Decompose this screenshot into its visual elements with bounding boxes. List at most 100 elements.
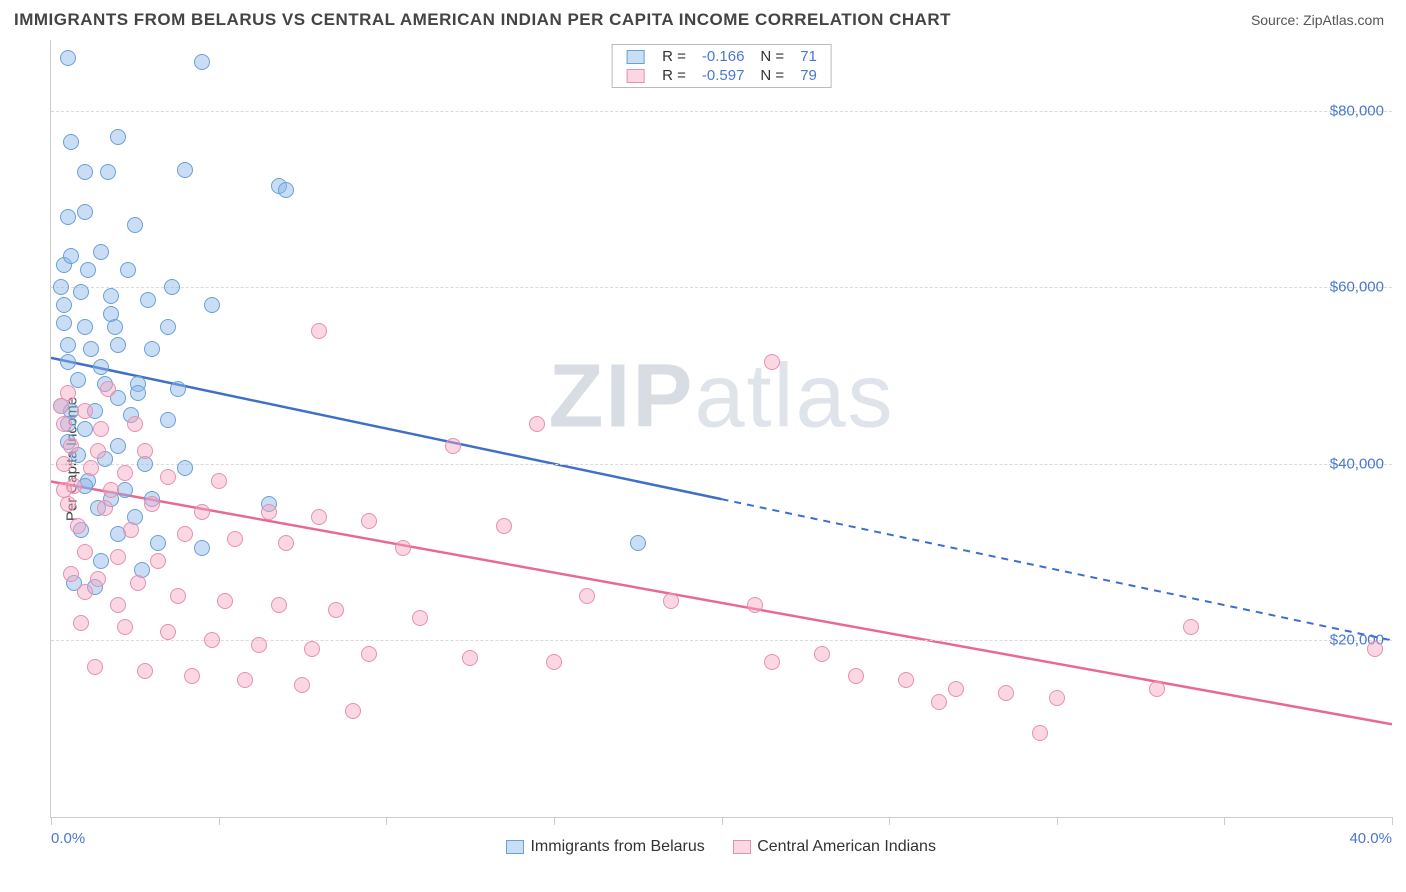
data-point [194,504,210,520]
data-point [127,217,143,233]
data-point [251,637,267,653]
data-point [814,646,830,662]
data-point [1049,690,1065,706]
data-point [998,685,1014,701]
data-point [304,641,320,657]
y-tick-label: $80,000 [1330,102,1384,119]
data-point [848,668,864,684]
data-point [63,438,79,454]
data-point [83,460,99,476]
data-point [70,372,86,388]
data-point [529,416,545,432]
scatter-plot: ZIPatlas R =-0.166N =71R =-0.597N =79 $2… [50,40,1392,818]
data-point [56,315,72,331]
data-point [137,443,153,459]
data-point [747,597,763,613]
data-point [237,672,253,688]
data-point [194,540,210,556]
data-point [663,593,679,609]
y-tick-label: $40,000 [1330,455,1384,472]
x-tick [722,817,723,825]
data-point [90,443,106,459]
data-point [127,416,143,432]
data-point [311,509,327,525]
data-point [77,204,93,220]
data-point [160,319,176,335]
data-point [294,677,310,693]
data-point [311,323,327,339]
data-point [160,412,176,428]
data-point [764,654,780,670]
data-point [261,504,277,520]
data-point [204,632,220,648]
data-point [1183,619,1199,635]
data-point [93,244,109,260]
chart-title: IMMIGRANTS FROM BELARUS VS CENTRAL AMERI… [14,10,951,30]
data-point [211,473,227,489]
data-point [63,248,79,264]
data-point [361,646,377,662]
data-point [445,438,461,454]
data-point [278,182,294,198]
data-point [73,284,89,300]
data-point [217,593,233,609]
x-tick [386,817,387,825]
data-point [412,610,428,626]
data-point [462,650,478,666]
data-point [150,553,166,569]
data-point [177,162,193,178]
y-tick-label: $60,000 [1330,279,1384,296]
data-point [93,359,109,375]
series-legend: Immigrants from Belarus Central American… [50,838,1392,856]
data-point [117,465,133,481]
data-point [103,306,119,322]
data-point [56,416,72,432]
data-point [144,341,160,357]
x-tick [1224,817,1225,825]
x-tick [889,817,890,825]
data-point [130,385,146,401]
data-point [77,544,93,560]
data-point [93,553,109,569]
data-point [103,288,119,304]
data-point [630,535,646,551]
data-point [110,597,126,613]
data-point [170,588,186,604]
data-point [170,381,186,397]
data-point [60,354,76,370]
data-point [931,694,947,710]
data-point [70,518,86,534]
data-point [77,164,93,180]
data-point [150,535,166,551]
data-point [395,540,411,556]
data-point [160,624,176,640]
data-point [73,615,89,631]
data-point [53,398,69,414]
watermark: ZIPatlas [548,346,894,449]
data-point [144,496,160,512]
data-point [160,469,176,485]
data-point [63,566,79,582]
data-point [271,597,287,613]
data-point [77,319,93,335]
data-point [60,50,76,66]
data-point [56,456,72,472]
data-point [1032,725,1048,741]
chart-area: Per Capita Income ZIPatlas R =-0.166N =7… [14,40,1392,878]
data-point [579,588,595,604]
data-point [120,262,136,278]
trend-lines [51,40,1392,817]
data-point [123,522,139,538]
x-tick [1057,817,1058,825]
data-point [77,584,93,600]
data-point [496,518,512,534]
legend-item: Immigrants from Belarus [506,838,705,856]
grid-line [51,287,1392,288]
data-point [328,602,344,618]
data-point [103,482,119,498]
data-point [227,531,243,547]
data-point [110,337,126,353]
data-point [361,513,377,529]
data-point [764,354,780,370]
data-point [60,337,76,353]
